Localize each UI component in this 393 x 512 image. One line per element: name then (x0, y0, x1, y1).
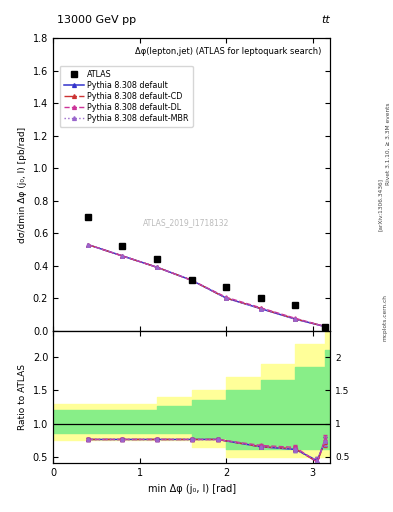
Line: Pythia 8.308 default-CD: Pythia 8.308 default-CD (86, 243, 327, 328)
ATLAS (85, 214, 90, 220)
Pythia 8.308 default-CD (293, 316, 298, 322)
Pythia 8.308 default-MBR (323, 324, 327, 330)
Pythia 8.308 default-CD (85, 242, 90, 248)
Pythia 8.308 default-MBR (154, 264, 159, 270)
Pythia 8.308 default (293, 316, 298, 322)
Pythia 8.308 default (189, 277, 194, 283)
Line: Pythia 8.308 default-MBR: Pythia 8.308 default-MBR (86, 243, 327, 328)
Text: [arXiv:1306.3436]: [arXiv:1306.3436] (378, 178, 383, 231)
Pythia 8.308 default-DL (85, 242, 90, 248)
Pythia 8.308 default-DL (120, 253, 125, 259)
ATLAS (323, 324, 327, 330)
Text: 13000 GeV pp: 13000 GeV pp (57, 14, 136, 25)
Pythia 8.308 default-DL (189, 277, 194, 283)
Pythia 8.308 default (154, 264, 159, 270)
Line: ATLAS: ATLAS (84, 214, 328, 330)
Text: Δφ(lepton,jet) (ATLAS for leptoquark search): Δφ(lepton,jet) (ATLAS for leptoquark sea… (136, 47, 322, 56)
Pythia 8.308 default-CD (120, 253, 125, 259)
Pythia 8.308 default-MBR (259, 306, 263, 312)
Text: mcplots.cern.ch: mcplots.cern.ch (382, 294, 387, 341)
Pythia 8.308 default (85, 242, 90, 248)
Y-axis label: dσ/dmin Δφ (j₀, l) [pb/rad]: dσ/dmin Δφ (j₀, l) [pb/rad] (18, 126, 27, 243)
Pythia 8.308 default-DL (259, 305, 263, 311)
Pythia 8.308 default-CD (259, 306, 263, 312)
Pythia 8.308 default (120, 253, 125, 259)
Line: Pythia 8.308 default: Pythia 8.308 default (86, 243, 327, 328)
Pythia 8.308 default (224, 295, 229, 301)
Pythia 8.308 default-DL (293, 315, 298, 322)
Pythia 8.308 default (259, 306, 263, 312)
Pythia 8.308 default-DL (154, 264, 159, 270)
Pythia 8.308 default-CD (224, 295, 229, 301)
Text: ATLAS_2019_I1718132: ATLAS_2019_I1718132 (143, 218, 229, 227)
Pythia 8.308 default-MBR (85, 242, 90, 248)
Text: Rivet 3.1.10, ≥ 3.3M events: Rivet 3.1.10, ≥ 3.3M events (386, 102, 391, 185)
Pythia 8.308 default-DL (323, 324, 327, 330)
Pythia 8.308 default-CD (323, 324, 327, 330)
Pythia 8.308 default (323, 324, 327, 330)
Y-axis label: Ratio to ATLAS: Ratio to ATLAS (18, 364, 27, 430)
Pythia 8.308 default-CD (189, 277, 194, 283)
ATLAS (293, 302, 298, 308)
ATLAS (154, 256, 159, 262)
Legend: ATLAS, Pythia 8.308 default, Pythia 8.308 default-CD, Pythia 8.308 default-DL, P: ATLAS, Pythia 8.308 default, Pythia 8.30… (60, 66, 193, 127)
Pythia 8.308 default-MBR (224, 295, 229, 301)
ATLAS (120, 243, 125, 249)
Text: tt: tt (321, 14, 330, 25)
X-axis label: min Δφ (j₀, l) [rad]: min Δφ (j₀, l) [rad] (147, 484, 236, 494)
Pythia 8.308 default-CD (154, 264, 159, 270)
Pythia 8.308 default-MBR (120, 253, 125, 259)
Pythia 8.308 default-MBR (189, 277, 194, 283)
ATLAS (224, 284, 229, 290)
Pythia 8.308 default-MBR (293, 316, 298, 322)
Line: Pythia 8.308 default-DL: Pythia 8.308 default-DL (86, 243, 327, 328)
ATLAS (189, 277, 194, 283)
ATLAS (259, 295, 263, 301)
Pythia 8.308 default-DL (224, 294, 229, 301)
